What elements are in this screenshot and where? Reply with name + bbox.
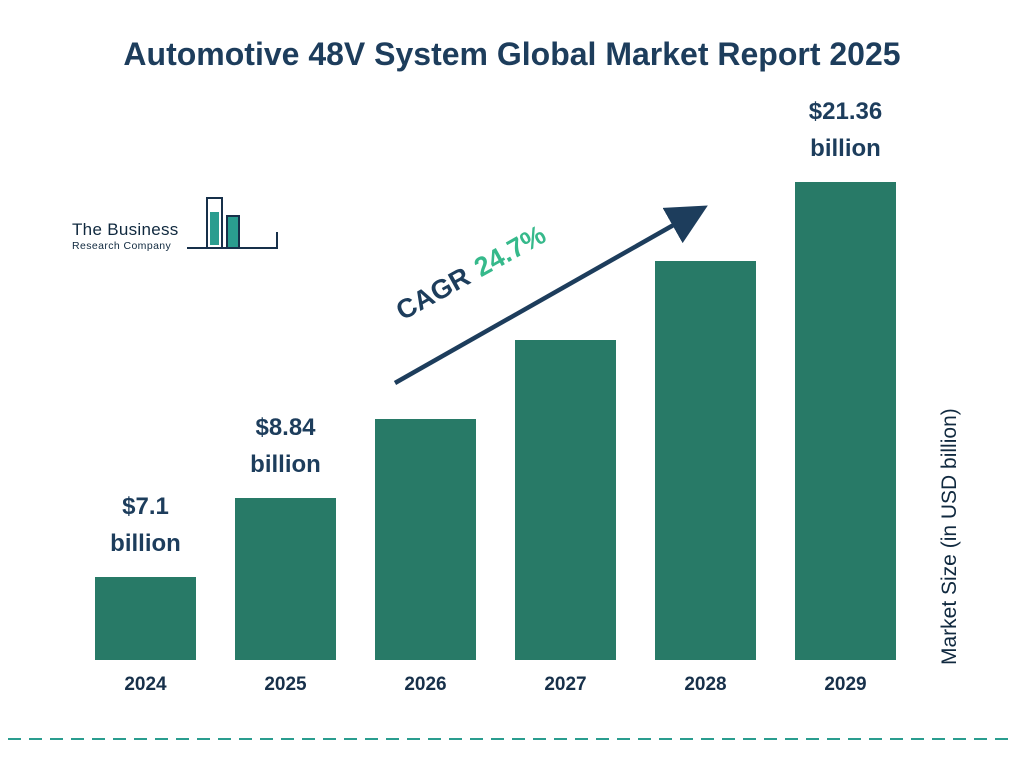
- bar-group-2029: $21.36 billion 2029: [795, 93, 896, 700]
- bar-2026: [375, 419, 476, 660]
- x-axis-label: 2027: [544, 674, 587, 695]
- company-name: The Business: [72, 220, 179, 239]
- cagr-trend-arrow: [393, 205, 708, 385]
- bottom-dashed-divider: [8, 738, 1016, 740]
- bar-group-2026: 2026: [375, 419, 476, 700]
- bar-group-2024: $7.1 billion 2024: [95, 488, 196, 700]
- company-logo-text: The Business Research Company: [72, 220, 179, 260]
- y-axis-label: Market Size (in USD billion): [938, 408, 961, 665]
- bar-2027: [515, 340, 616, 660]
- bar-2028: [655, 261, 756, 660]
- bar-group-2027: 2027: [515, 340, 616, 700]
- page-title: Automotive 48V System Global Market Repo…: [123, 36, 901, 72]
- logo-bar-chart-icon: [186, 197, 278, 249]
- bar-chart: $7.1 billion 2024 $8.84 billion 2025 2026 2027 2…: [95, 93, 896, 700]
- x-axis-label: 2029: [824, 674, 867, 695]
- x-axis-label: 2026: [404, 674, 447, 695]
- bar-2029: [795, 182, 896, 660]
- x-axis-label: 2025: [264, 674, 307, 695]
- bar-group-2028: 2028: [655, 261, 756, 700]
- bar-2025: [235, 498, 336, 660]
- x-axis-label: 2028: [684, 674, 727, 695]
- company-subname: Research Company: [72, 240, 172, 252]
- x-axis-label: 2024: [124, 674, 167, 695]
- company-logo: The Business Research Company: [72, 196, 281, 260]
- bar-2024: [95, 577, 196, 660]
- bar-group-2025: $8.84 billion 2025: [235, 409, 336, 700]
- bar-value-label: $8.84 billion: [250, 413, 321, 478]
- bar-value-label: $21.36 billion: [808, 97, 883, 162]
- bar-value-label: $7.1 billion: [110, 492, 181, 557]
